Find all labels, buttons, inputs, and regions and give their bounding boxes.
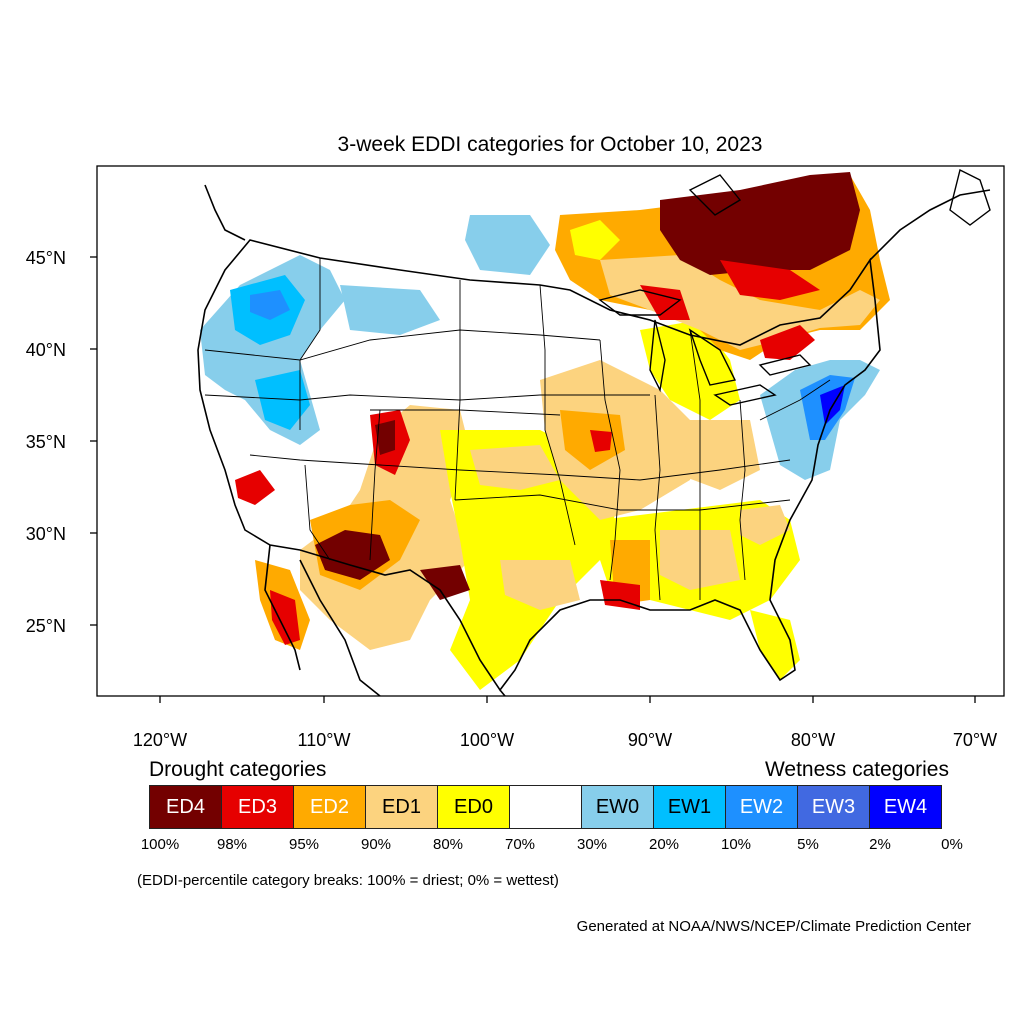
legend-break-label: 90% <box>360 836 392 853</box>
legend-swatch: EW1 <box>653 785 726 829</box>
legend-swatch: EW0 <box>581 785 654 829</box>
lon-label: 70°W <box>953 730 997 750</box>
eddi-shading <box>200 172 890 690</box>
legend-break-label: 2% <box>869 836 891 853</box>
legend-breaks: 100% 98% 95% 90% 80% 70% 30% 20% 10% 5% 2% 0% <box>0 836 1024 856</box>
legend-swatch: ED3 <box>221 785 294 829</box>
credit-line: Generated at NOAA/NWS/NCEP/Climate Predi… <box>576 918 971 935</box>
latitude-axis: 45°N 40°N 35°N 30°N 25°N <box>26 248 97 636</box>
legend-swatch: ED2 <box>293 785 366 829</box>
map-border <box>96 165 1005 697</box>
legend-color-bar: ED4 ED3 ED2 ED1 ED0 EW0 EW1 EW2 EW3 EW4 <box>149 785 942 831</box>
legend-break-label: 95% <box>288 836 320 853</box>
legend-break-label: 20% <box>648 836 680 853</box>
longitude-axis: 120°W 110°W 100°W 90°W 80°W 70°W <box>133 696 997 750</box>
legend-swatch: EW3 <box>797 785 870 829</box>
lon-label: 120°W <box>133 730 187 750</box>
legend-swatch: ED4 <box>149 785 222 829</box>
legend-note: (EDDI-percentile category breaks: 100% =… <box>137 872 559 889</box>
lat-label: 30°N <box>26 524 66 544</box>
legend-swatch: ED1 <box>365 785 438 829</box>
legend-break-label: 5% <box>797 836 819 853</box>
map-boundaries <box>197 168 991 696</box>
lat-label: 40°N <box>26 340 66 360</box>
lon-label: 80°W <box>791 730 835 750</box>
lat-label: 45°N <box>26 248 66 268</box>
legend-break-label: 80% <box>432 836 464 853</box>
legend-swatch: EW2 <box>725 785 798 829</box>
lon-label: 90°W <box>628 730 672 750</box>
legend-swatch: ED0 <box>437 785 510 829</box>
legend-break-label: 98% <box>216 836 248 853</box>
legend-break-label: 0% <box>941 836 963 853</box>
legend-break-label: 30% <box>576 836 608 853</box>
lon-label: 110°W <box>298 730 351 750</box>
legend-swatch <box>509 785 582 829</box>
drought-categories-label: Drought categories <box>149 758 327 781</box>
wetness-categories-label: Wetness categories <box>764 758 949 781</box>
lon-label: 100°W <box>460 730 514 750</box>
legend-swatch: EW4 <box>869 785 942 829</box>
legend-break-label: 10% <box>720 836 752 853</box>
map-panel: 45°N 40°N 35°N 30°N 25°N 120°W 110°W 100°W 90°W… <box>26 165 1005 750</box>
map-title: 3-week EDDI categories for October 10, 2… <box>337 133 763 156</box>
lat-label: 25°N <box>26 616 66 636</box>
legend-break-label: 70% <box>504 836 536 853</box>
lat-label: 35°N <box>26 432 66 452</box>
legend-break-label: 100% <box>140 836 180 853</box>
